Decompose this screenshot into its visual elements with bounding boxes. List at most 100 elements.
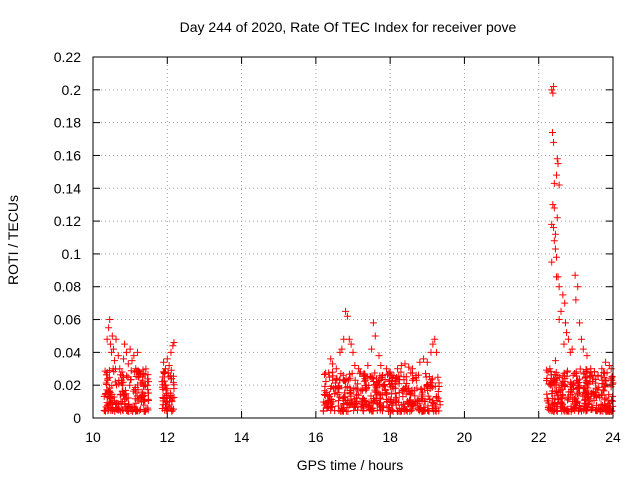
data-point bbox=[340, 399, 348, 407]
data-point bbox=[107, 400, 115, 408]
data-point bbox=[553, 214, 561, 222]
data-point bbox=[551, 357, 559, 365]
data-point bbox=[405, 363, 413, 371]
data-point bbox=[111, 378, 119, 386]
data-point bbox=[120, 373, 128, 381]
data-point bbox=[132, 365, 140, 373]
data-point bbox=[354, 391, 362, 399]
x-tick-label: 22 bbox=[531, 429, 547, 445]
data-point bbox=[103, 335, 111, 343]
data-point bbox=[582, 389, 590, 397]
data-point bbox=[368, 345, 376, 353]
data-point bbox=[608, 380, 616, 388]
data-point bbox=[587, 365, 595, 373]
data-point bbox=[565, 407, 573, 415]
data-point bbox=[371, 386, 379, 394]
data-point bbox=[114, 352, 122, 360]
data-point bbox=[351, 403, 359, 411]
data-point bbox=[402, 406, 410, 414]
data-point bbox=[144, 386, 152, 394]
data-point bbox=[109, 345, 117, 353]
data-point bbox=[387, 383, 395, 391]
data-point bbox=[582, 402, 590, 410]
data-point bbox=[325, 369, 333, 377]
data-point bbox=[433, 348, 441, 356]
data-point bbox=[601, 369, 609, 377]
data-point bbox=[351, 376, 359, 384]
data-point bbox=[560, 340, 568, 348]
data-point bbox=[608, 372, 616, 380]
data-point bbox=[107, 406, 115, 414]
data-point bbox=[344, 396, 352, 404]
data-point bbox=[397, 368, 405, 376]
data-point bbox=[422, 370, 430, 378]
data-point bbox=[557, 387, 565, 395]
data-point bbox=[363, 374, 371, 382]
data-point bbox=[421, 384, 429, 392]
data-point bbox=[321, 391, 329, 399]
data-point bbox=[105, 388, 113, 396]
x-tick-label: 10 bbox=[85, 429, 101, 445]
data-point bbox=[376, 406, 384, 414]
data-point bbox=[321, 382, 329, 390]
data-point bbox=[336, 348, 344, 356]
data-point bbox=[426, 395, 434, 403]
data-point bbox=[145, 378, 153, 386]
data-point bbox=[545, 380, 553, 388]
data-point bbox=[371, 332, 379, 340]
data-point bbox=[433, 397, 441, 405]
data-point bbox=[588, 372, 596, 380]
data-point bbox=[347, 340, 355, 348]
data-point bbox=[140, 395, 148, 403]
data-point bbox=[130, 352, 138, 360]
data-point bbox=[605, 404, 613, 412]
data-point bbox=[108, 332, 116, 340]
data-point bbox=[549, 402, 557, 410]
data-point bbox=[366, 373, 374, 381]
data-point bbox=[569, 398, 577, 406]
data-point bbox=[346, 390, 354, 398]
data-point bbox=[391, 389, 399, 397]
data-points bbox=[100, 83, 617, 415]
data-point bbox=[161, 382, 169, 390]
data-point bbox=[105, 324, 113, 332]
data-point bbox=[383, 389, 391, 397]
data-point bbox=[119, 406, 127, 414]
data-point bbox=[566, 383, 574, 391]
data-point bbox=[550, 179, 558, 187]
data-point bbox=[547, 371, 555, 379]
data-point bbox=[356, 368, 364, 376]
data-point bbox=[350, 407, 358, 415]
data-point bbox=[395, 389, 403, 397]
data-point bbox=[165, 361, 173, 369]
data-point bbox=[557, 404, 565, 412]
data-point bbox=[163, 355, 171, 363]
data-point bbox=[598, 365, 606, 373]
data-point bbox=[167, 375, 175, 383]
data-point bbox=[560, 382, 568, 390]
data-point bbox=[372, 397, 380, 405]
data-point bbox=[329, 376, 337, 384]
x-tick-label: 18 bbox=[382, 429, 398, 445]
data-point bbox=[563, 329, 571, 337]
data-point bbox=[126, 345, 134, 353]
data-point bbox=[109, 365, 117, 373]
data-point bbox=[325, 373, 333, 381]
data-point bbox=[601, 400, 609, 408]
data-point bbox=[553, 155, 561, 163]
data-point bbox=[432, 403, 440, 411]
data-point bbox=[559, 291, 567, 299]
data-point bbox=[576, 365, 584, 373]
data-point bbox=[105, 394, 113, 402]
data-point bbox=[108, 399, 116, 407]
data-point bbox=[338, 407, 346, 415]
data-point bbox=[559, 400, 567, 408]
data-point bbox=[170, 339, 178, 347]
data-point bbox=[140, 401, 148, 409]
data-point bbox=[341, 377, 349, 385]
data-point bbox=[347, 395, 355, 403]
data-point bbox=[124, 360, 132, 368]
y-tick-label: 0.06 bbox=[54, 312, 81, 328]
data-point bbox=[575, 379, 583, 387]
data-point bbox=[333, 374, 341, 382]
